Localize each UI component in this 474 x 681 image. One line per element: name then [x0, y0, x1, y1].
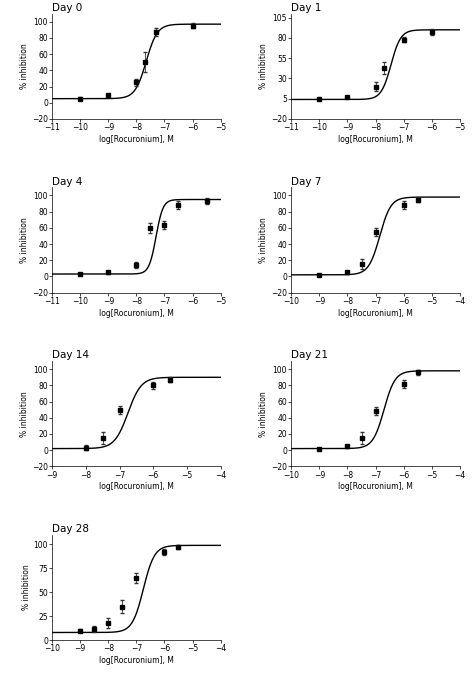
X-axis label: log[Rocuronium], M: log[Rocuronium], M: [99, 308, 174, 317]
Y-axis label: % inhibition: % inhibition: [20, 217, 29, 263]
Y-axis label: % inhibition: % inhibition: [259, 391, 268, 437]
Text: Day 21: Day 21: [292, 350, 328, 360]
Text: Day 28: Day 28: [52, 524, 89, 534]
Y-axis label: % inhibition: % inhibition: [22, 565, 31, 610]
X-axis label: log[Rocuronium], M: log[Rocuronium], M: [338, 135, 413, 144]
X-axis label: log[Rocuronium], M: log[Rocuronium], M: [99, 482, 174, 492]
Y-axis label: % inhibition: % inhibition: [20, 391, 29, 437]
X-axis label: log[Rocuronium], M: log[Rocuronium], M: [99, 656, 174, 665]
Text: Day 4: Day 4: [52, 176, 82, 187]
Y-axis label: % inhibition: % inhibition: [259, 44, 268, 89]
Text: Day 1: Day 1: [292, 3, 322, 13]
Text: Day 14: Day 14: [52, 350, 89, 360]
Text: Day 7: Day 7: [292, 176, 322, 187]
X-axis label: log[Rocuronium], M: log[Rocuronium], M: [99, 135, 174, 144]
X-axis label: log[Rocuronium], M: log[Rocuronium], M: [338, 482, 413, 492]
Text: Day 0: Day 0: [52, 3, 82, 13]
Y-axis label: % inhibition: % inhibition: [259, 217, 268, 263]
X-axis label: log[Rocuronium], M: log[Rocuronium], M: [338, 308, 413, 317]
Y-axis label: % inhibition: % inhibition: [20, 44, 29, 89]
